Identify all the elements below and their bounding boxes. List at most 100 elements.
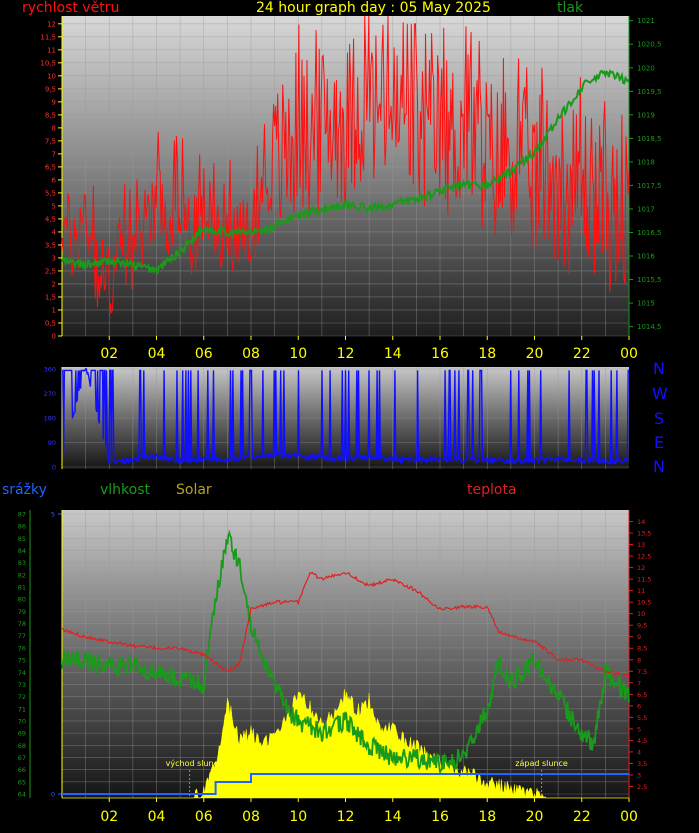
time-tick-label-bottom: 10 [289, 809, 307, 825]
temperature-tick-label: 3,5 [637, 760, 647, 768]
temperature-tick-label: 9 [637, 633, 641, 641]
humidity-tick-label: 72 [18, 693, 26, 701]
time-tick-label-bottom: 08 [242, 809, 260, 825]
humidity-tick-label: 86 [18, 523, 26, 531]
humidity-tick-label: 74 [18, 669, 26, 677]
wind-tick-label: 3,5 [45, 241, 56, 249]
humidity-tick-label: 67 [18, 754, 26, 762]
direction-letter-w: W [652, 384, 668, 403]
temperature-tick-label: 5 [637, 725, 641, 733]
time-tick-label-bottom: 12 [337, 809, 355, 825]
time-tick-label: 06 [195, 346, 213, 362]
wind-speed-series [61, 15, 630, 317]
temperature-tick-label: 13 [637, 541, 645, 549]
time-tick-label: 22 [573, 346, 591, 362]
wind-tick-label: 8 [52, 124, 56, 132]
humidity-tick-label: 85 [18, 535, 26, 543]
direction-letter-n2: N [653, 457, 665, 476]
time-tick-label: 18 [478, 346, 496, 362]
humidity-tick-label: 75 [18, 657, 26, 665]
temperature-tick-label: 12 [637, 564, 645, 572]
pressure-tick-label: 1016 [637, 253, 655, 261]
direction-letter-s: S [654, 409, 665, 428]
pressure-tick-label: 1015 [637, 300, 655, 308]
wind-tick-label: 4 [52, 228, 57, 236]
wind-tick-label: 0,5 [45, 319, 56, 327]
time-tick-label: 16 [431, 346, 449, 362]
temperature-tick-label: 3 [637, 771, 641, 779]
temperature-tick-label: 2,5 [637, 783, 647, 791]
direction-tick-label: 90 [48, 439, 56, 447]
time-tick-label: 00 [620, 346, 638, 362]
humidity-tick-label: 77 [18, 632, 26, 640]
wind-tick-label: 3 [52, 254, 56, 262]
temperature-tick-label: 7 [637, 679, 641, 687]
pressure-tick-label: 1018 [637, 158, 655, 166]
wind-speed-label: rychlost větru [22, 0, 120, 16]
solar-label: Solar [176, 482, 212, 498]
time-tick-label-bottom: 16 [431, 809, 449, 825]
temperature-tick-label: 4,5 [637, 737, 647, 745]
direction-tick-label: 180 [44, 415, 56, 423]
wind-tick-label: 10,5 [40, 59, 56, 67]
wind-tick-label: 9,5 [45, 85, 56, 93]
time-tick-label-bottom: 02 [100, 809, 118, 825]
sunrise-label: východ slunce [166, 759, 223, 768]
pressure-tick-label: 1021 [637, 17, 655, 25]
wind-tick-label: 7,5 [45, 137, 56, 145]
chart-title: 24 hour graph day : 05 May 2025 [256, 0, 491, 16]
pressure-tick-label: 1018,5 [637, 135, 662, 143]
humidity-tick-label: 87 [18, 511, 26, 519]
time-tick-label-bottom: 00 [620, 809, 638, 825]
temperature-tick-label: 8 [637, 656, 641, 664]
time-tick-label-bottom: 06 [195, 809, 213, 825]
sunset-label: západ slunce [515, 759, 568, 768]
temperature-tick-label: 11,5 [637, 576, 651, 584]
wind-tick-label: 2 [52, 280, 56, 288]
wind-tick-label: 5 [52, 202, 56, 210]
humidity-tick-label: 83 [18, 559, 26, 567]
direction-tick-label: 0 [52, 464, 56, 472]
rain-tick-label: 5 [51, 511, 55, 519]
time-tick-label-bottom: 18 [478, 809, 496, 825]
time-tick-label: 02 [100, 346, 118, 362]
solar-area [62, 689, 629, 799]
humidity-tick-label: 68 [18, 742, 26, 750]
humidity-tick-label: 84 [18, 547, 26, 555]
humidity-tick-label: 71 [18, 705, 26, 713]
temperature-tick-label: 10,5 [637, 599, 651, 607]
pressure-tick-label: 1020 [637, 64, 655, 72]
temperature-label: teplota [467, 482, 517, 498]
rain-label: srážky [2, 482, 47, 498]
time-tick-label-bottom: 14 [384, 809, 402, 825]
time-tick-label-bottom: 22 [573, 809, 591, 825]
pressure-tick-label: 1016,5 [637, 229, 662, 237]
direction-tick-label: 360 [44, 366, 56, 374]
wind-tick-label: 12 [47, 20, 56, 28]
wind-tick-label: 6 [52, 176, 57, 184]
time-tick-label: 20 [526, 346, 544, 362]
time-tick-label: 14 [384, 346, 402, 362]
time-tick-label: 10 [289, 346, 307, 362]
wind-tick-label: 2,5 [45, 267, 56, 275]
temperature-tick-label: 6,5 [637, 691, 647, 699]
pressure-tick-label: 1020,5 [637, 41, 662, 49]
humidity-tick-label: 65 [18, 778, 26, 786]
temperature-tick-label: 7,5 [637, 668, 647, 676]
humidity-tick-label: 79 [18, 608, 26, 616]
temperature-tick-label: 11 [637, 587, 645, 595]
pressure-tick-label: 1019,5 [637, 88, 662, 96]
wind-tick-label: 0 [52, 333, 56, 341]
pressure-tick-label: 1015,5 [637, 276, 662, 284]
wind-direction-series [62, 368, 629, 466]
pressure-label: tlak [557, 0, 584, 16]
rain-series [62, 773, 629, 795]
humidity-label: vlhkost [100, 482, 151, 498]
humidity-tick-label: 82 [18, 571, 26, 579]
temperature-tick-label: 4 [637, 748, 641, 756]
wind-tick-label: 8,5 [45, 111, 56, 119]
temperature-tick-label: 14 [637, 518, 645, 526]
pressure-tick-label: 1017 [637, 205, 655, 213]
wind-tick-label: 11,5 [40, 33, 56, 41]
